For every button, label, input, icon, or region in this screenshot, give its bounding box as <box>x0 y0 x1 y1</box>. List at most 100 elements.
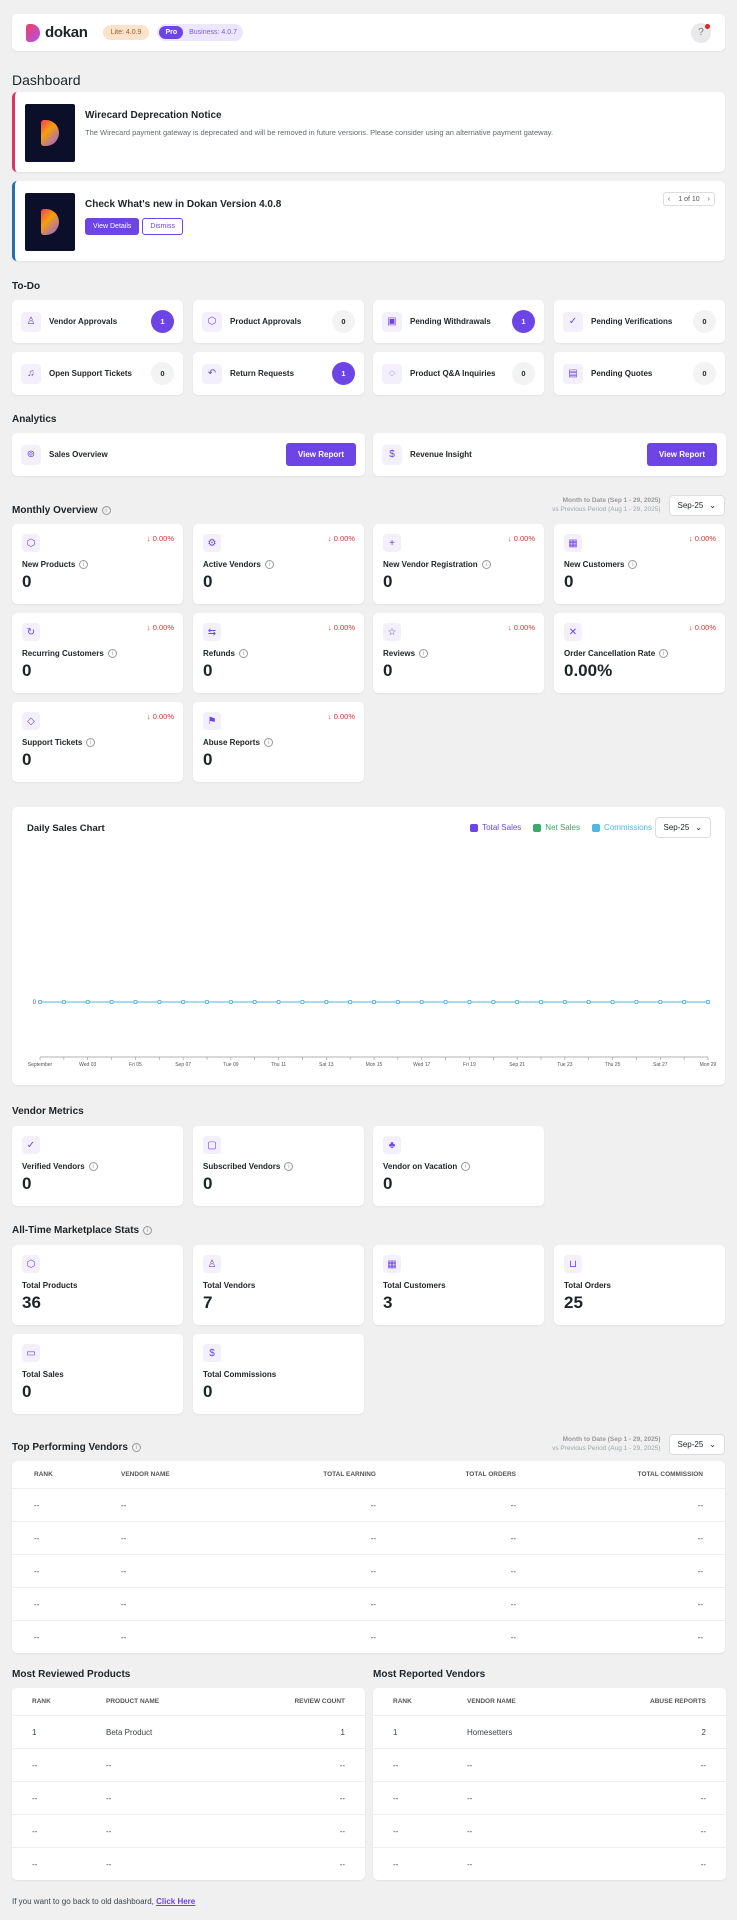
old-dashboard-link[interactable]: Click Here <box>156 1897 196 1906</box>
todo-label: Pending Withdrawals <box>410 317 491 326</box>
month-select[interactable]: Sep-25 ⌄ <box>668 495 725 516</box>
todo-label: Open Support Tickets <box>49 369 132 378</box>
data-point <box>419 999 424 1004</box>
alltime-heading: All-Time Marketplace Stats i <box>12 1225 153 1236</box>
col-rank: Rank <box>32 1698 51 1705</box>
info-icon[interactable]: i <box>628 560 638 569</box>
user-check-icon: ♙ <box>21 311 41 332</box>
revenue-view-report-button[interactable]: View Report <box>646 443 717 466</box>
sales-view-report-button[interactable]: View Report <box>285 443 356 466</box>
stat-label: Total Sales <box>22 1370 173 1379</box>
todo-count: 0 <box>151 362 174 385</box>
info-icon[interactable]: i <box>461 1162 471 1171</box>
todo-label: Pending Quotes <box>591 369 653 378</box>
legend-commissions[interactable]: Commissions <box>591 823 652 832</box>
pro-label: Pro <box>159 26 184 39</box>
dokan-logo[interactable]: dokan <box>26 23 88 42</box>
info-icon[interactable]: i <box>131 1443 141 1452</box>
stat-value: 0 <box>22 661 32 680</box>
table-cell: Beta Product <box>106 1727 153 1737</box>
chart-month-select[interactable]: Sep-25 ⌄ <box>654 817 711 838</box>
info-icon[interactable]: i <box>263 738 273 747</box>
table-row: -- -- -- <box>12 1748 365 1781</box>
stat-value: 0 <box>564 572 574 591</box>
info-icon[interactable]: i <box>86 738 96 747</box>
legend-total-sales[interactable]: Total Sales <box>470 823 521 832</box>
stat-label-text: Total Customers <box>383 1281 446 1290</box>
info-icon[interactable]: i <box>239 649 248 658</box>
pro-version-badge: Pro Business: 4.0.7 <box>157 24 243 41</box>
stat-value: 0 <box>203 661 213 680</box>
box-icon: ⬡ <box>22 1255 40 1273</box>
data-point <box>610 999 615 1004</box>
return-arrow-icon: ↶ <box>202 363 222 384</box>
cancel-icon: ✕ <box>564 623 582 641</box>
legend-net-sales[interactable]: Net Sales <box>533 823 580 832</box>
top-vendors-month-select[interactable]: Sep-25 ⌄ <box>668 1434 725 1455</box>
info-icon[interactable]: i <box>419 649 429 658</box>
col-review-count: Review Count <box>294 1698 345 1705</box>
info-icon[interactable]: i <box>264 560 274 569</box>
top-bar: dokan Lite: 4.0.9 Pro Business: 4.0.7 ? <box>12 14 725 51</box>
todo-item-pending-withdrawals[interactable]: ▣ Pending Withdrawals 1 <box>373 300 544 343</box>
month-select-value: Sep-25 <box>677 1440 704 1449</box>
data-point <box>443 999 448 1004</box>
table-cell: -- <box>121 1533 127 1543</box>
table-row: 1 Homesetters 2 <box>373 1715 726 1748</box>
info-icon[interactable]: i <box>659 649 669 658</box>
todo-item-pending-quotes[interactable]: ▤ Pending Quotes 0 <box>554 352 725 395</box>
table-row: 1 Beta Product 1 <box>12 1715 365 1748</box>
col-total-orders: Total Orders <box>465 1471 516 1478</box>
pager-next-icon[interactable]: › <box>707 195 710 203</box>
todo-label: Vendor Approvals <box>49 317 118 326</box>
info-icon[interactable]: i <box>284 1162 294 1171</box>
info-icon[interactable]: i <box>88 1162 98 1171</box>
x-tick-label: Wed 17 <box>413 1062 430 1068</box>
todo-item-return-requests[interactable]: ↶ Return Requests 1 <box>193 352 364 395</box>
stat-value: 0 <box>22 1382 32 1401</box>
stat-label: Abuse Reports i <box>203 738 354 747</box>
chart-month-value: Sep-25 <box>663 823 690 832</box>
table-cell: -- <box>370 1632 376 1642</box>
data-point <box>133 999 138 1004</box>
todo-label: Return Requests <box>230 369 295 378</box>
user-plus-icon: + <box>383 534 401 552</box>
table-row: -- -- -- <box>373 1847 726 1880</box>
x-tick-label: Sep 07 <box>175 1062 191 1068</box>
period-previous: vs Previous Period (Aug 1 - 29, 2025) <box>552 1444 661 1452</box>
info-icon[interactable]: i <box>107 649 117 658</box>
stat-label-text: Total Vendors <box>203 1281 256 1290</box>
table-cell: -- <box>339 1826 345 1836</box>
sales-overview-label: Sales Overview <box>49 450 108 459</box>
view-details-button[interactable]: View Details <box>85 218 140 235</box>
stat-label-text: Support Tickets <box>22 738 83 747</box>
most-reported-table: Rank Vendor Name Abuse Reports 1 Homesett… <box>373 1688 726 1880</box>
monthly-overview-title: Monthly Overview <box>12 505 98 516</box>
monthly-overview-heading: Monthly Overview i <box>12 505 111 516</box>
chart-legend: Total Sales Net Sales Commissions <box>470 823 652 832</box>
todo-item-pending-verifications[interactable]: ✓ Pending Verifications 0 <box>554 300 725 343</box>
stat-label-text: Total Sales <box>22 1370 64 1379</box>
stat-value: 0 <box>203 1174 213 1193</box>
pager-prev-icon[interactable]: ‹ <box>667 195 671 203</box>
todo-count: 1 <box>151 310 174 333</box>
todo-item-open-support-tickets[interactable]: ♫ Open Support Tickets 0 <box>12 352 183 395</box>
todo-item-product-q-a-inquiries[interactable]: ◌ Product Q&A Inquiries 0 <box>373 352 544 395</box>
info-icon[interactable]: i <box>143 1226 153 1235</box>
table-cell: -- <box>32 1826 38 1836</box>
todo-item-product-approvals[interactable]: ⬡ Product Approvals 0 <box>193 300 364 343</box>
alltime-title: All-Time Marketplace Stats <box>12 1225 140 1236</box>
table-cell: -- <box>467 1859 473 1869</box>
help-icon[interactable]: ? <box>691 22 711 43</box>
table-cell: 1 <box>393 1727 398 1737</box>
todo-item-vendor-approvals[interactable]: ♙ Vendor Approvals 1 <box>12 300 183 343</box>
table-row: -- -- -- <box>12 1814 365 1847</box>
dismiss-button[interactable]: Dismiss <box>142 218 183 235</box>
page-title: Dashboard <box>12 72 81 88</box>
info-icon[interactable]: i <box>481 560 491 569</box>
stat-card-active-vendors: ⚙ ↓ 0.00% Active Vendors i 0 <box>193 524 364 604</box>
table-cell: -- <box>467 1826 473 1836</box>
info-icon[interactable]: i <box>79 560 89 569</box>
info-icon[interactable]: i <box>101 506 111 515</box>
wirecard-notice: Wirecard Deprecation Notice The Wirecard… <box>12 92 725 172</box>
